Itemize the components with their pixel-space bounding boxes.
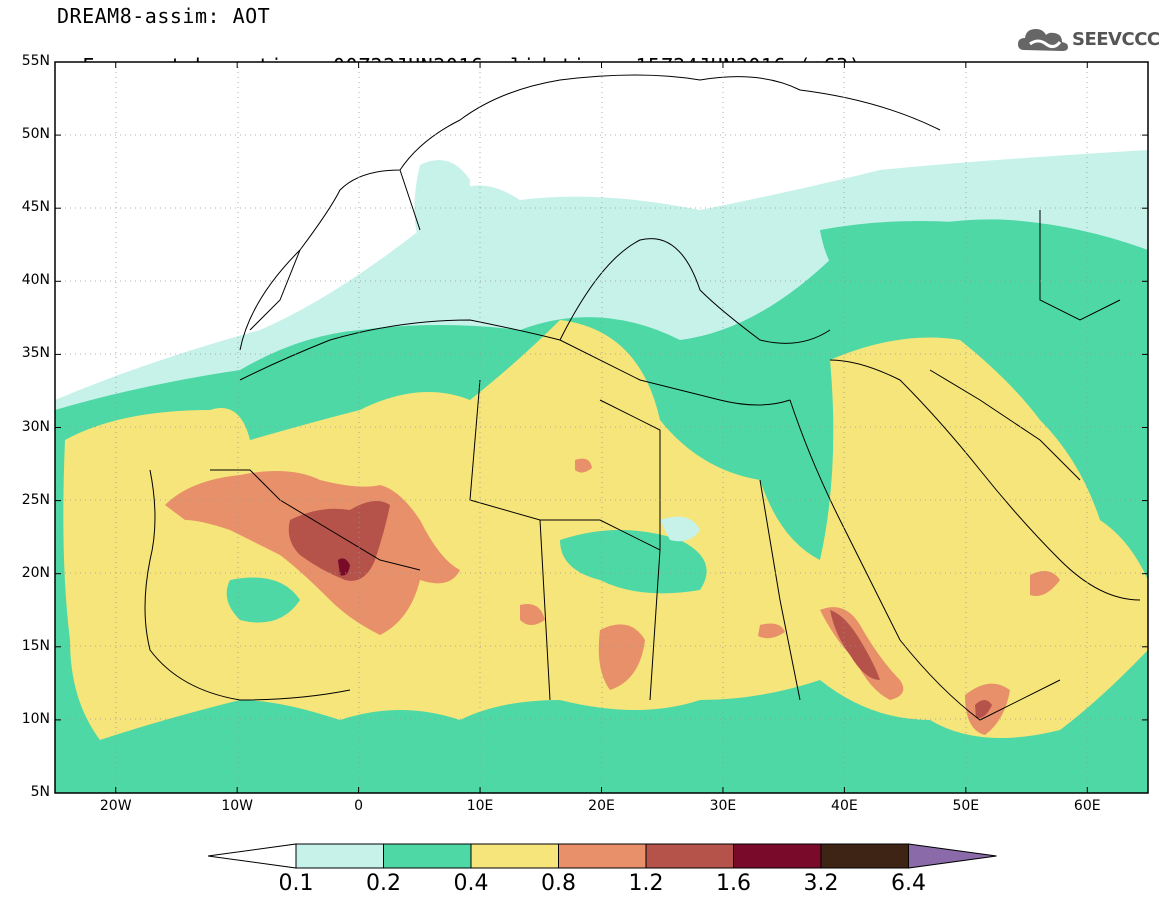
colorbar-max-arrow bbox=[908, 843, 997, 869]
logo-text: SEEVCCC bbox=[1072, 29, 1160, 50]
lat-label: 30N bbox=[21, 418, 50, 435]
colorbar-swatch bbox=[383, 843, 472, 869]
coastlines bbox=[144, 74, 1141, 721]
colorbar-label: 0.1 bbox=[278, 871, 314, 896]
colorbar-label: 1.2 bbox=[628, 871, 664, 896]
lat-label: 20N bbox=[21, 564, 50, 581]
colorbar-swatch bbox=[645, 843, 734, 869]
lat-label: 55N bbox=[21, 53, 50, 69]
lon-label: 30E bbox=[709, 798, 737, 814]
colorbar-swatch bbox=[820, 843, 909, 869]
lat-label: 40N bbox=[21, 272, 50, 289]
lat-label: 35N bbox=[21, 345, 50, 362]
lat-label: 5N bbox=[30, 784, 50, 800]
colorbar-min-arrow bbox=[207, 843, 297, 869]
colorbar-swatch bbox=[470, 843, 559, 869]
aot-fields bbox=[55, 150, 1148, 793]
colorbar-swatch bbox=[733, 843, 822, 869]
colorbar-swatch bbox=[558, 843, 647, 869]
lon-label: 10W bbox=[221, 798, 253, 814]
lat-label: 10N bbox=[21, 710, 50, 727]
colorbar-label: 0.8 bbox=[541, 871, 576, 896]
colorbar-label: 0.4 bbox=[453, 871, 489, 896]
colorbar-label: 6.4 bbox=[891, 871, 926, 896]
colorbar-label: 3.2 bbox=[803, 871, 839, 896]
lat-label: 45N bbox=[21, 199, 50, 216]
lon-label: 10E bbox=[466, 798, 494, 814]
lon-label: 60E bbox=[1073, 798, 1101, 814]
colorbar-swatch bbox=[295, 843, 384, 869]
lon-label: 0 bbox=[354, 798, 364, 814]
lat-label: 25N bbox=[21, 491, 50, 508]
seevccc-logo: SEEVCCC bbox=[1016, 20, 1160, 60]
graticule bbox=[55, 62, 1148, 793]
colorbar-label: 1.6 bbox=[716, 871, 751, 896]
lon-label: 20E bbox=[588, 798, 615, 814]
cloud-icon bbox=[1018, 29, 1068, 51]
colorbar-label: 0.2 bbox=[366, 871, 401, 896]
lon-label: 40E bbox=[831, 798, 858, 814]
lat-label: 50N bbox=[21, 126, 50, 143]
axis-ticks bbox=[55, 61, 1148, 794]
lon-label: 20W bbox=[99, 798, 132, 814]
lon-label: 50E bbox=[952, 798, 980, 814]
lat-label: 15N bbox=[21, 637, 50, 654]
map-title: DREAM8-assim: AOT bbox=[57, 4, 271, 28]
